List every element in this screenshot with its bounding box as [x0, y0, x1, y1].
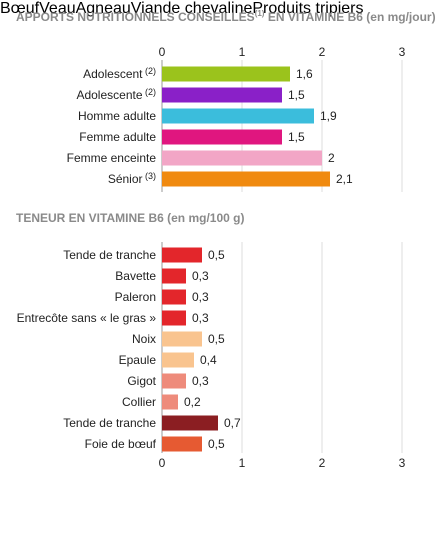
chart2-category-label: Tende de tranche — [63, 248, 156, 262]
chart1-category-label: Sénior (3) — [108, 171, 156, 186]
chart2-bar — [162, 436, 202, 452]
chart1-tick-label: 1 — [239, 45, 246, 59]
chart2-value-label: 0,5 — [208, 437, 225, 451]
chart2-category-label: Gigot — [127, 374, 156, 388]
chart1-value-label: 1,9 — [320, 109, 337, 123]
chart2-bar — [162, 352, 194, 368]
legend-label: Produits tripiers — [252, 0, 364, 17]
chart2-bar — [162, 415, 218, 431]
chart1-value-label: 1,5 — [288, 88, 305, 102]
chart1-category-note: (2) — [143, 66, 157, 76]
chart2-category-label: Tende de tranche — [63, 416, 156, 430]
chart2-value-label: 0,4 — [200, 353, 217, 367]
chart2-category-label: Noix — [132, 332, 156, 346]
chart2-bar — [162, 310, 186, 326]
chart1-bar — [162, 129, 282, 145]
chart2-category-label: Bavette — [115, 269, 156, 283]
chart2-bar — [162, 247, 202, 263]
chart1-title-suffix: EN VITAMINE B6 (en mg/jour) — [267, 10, 436, 24]
chart2-value-label: 0,7 — [224, 416, 241, 430]
chart2-category-label: Foie de bœuf — [85, 437, 157, 451]
chart1-value-label: 1,5 — [288, 130, 305, 144]
chart2-bar — [162, 289, 186, 305]
chart2-category-label: Paleron — [115, 290, 156, 304]
chart2-bar — [162, 268, 186, 284]
chart2-category-label: Entrecôte sans « le gras » — [17, 311, 157, 325]
chart2-category-label: Epaule — [119, 353, 157, 367]
chart1-tick-label: 2 — [319, 45, 326, 59]
chart1-tick-label: 0 — [159, 45, 166, 59]
chart1-title-text: APPORTS NUTRITIONNELS CONSEILLÉS — [16, 10, 255, 24]
chart2-bar — [162, 331, 202, 347]
chart1-category-note: (3) — [143, 171, 157, 181]
chart2-value-label: 0,3 — [192, 290, 209, 304]
chart1-category-label: Adolescent (2) — [83, 66, 156, 81]
chart2-value-label: 0,5 — [208, 332, 225, 346]
chart2-title: TENEUR EN VITAMINE B6 (en mg/100 g) — [16, 211, 245, 225]
chart1-bar — [162, 171, 330, 187]
chart1-value-label: 2 — [328, 151, 335, 165]
chart1-bar — [162, 108, 314, 124]
chart1-tick-label: 3 — [399, 45, 406, 59]
chart2-tick-label: 3 — [399, 456, 406, 470]
chart2-tick-label: 0 — [159, 456, 166, 470]
chart1-bar — [162, 150, 322, 166]
chart1-category-note: (2) — [143, 87, 157, 97]
chart1-title: APPORTS NUTRITIONNELS CONSEILLÉS(1) EN V… — [16, 9, 436, 24]
legend-label: Bœuf — [0, 0, 40, 17]
chart1-value-label: 2,1 — [336, 172, 353, 186]
legend-label: Agneau — [75, 0, 131, 17]
chart2-tick-label: 2 — [319, 456, 326, 470]
legend-label: Veau — [39, 0, 76, 17]
chart1-title-note: (1) — [254, 9, 265, 18]
chart2-tick-label: 1 — [239, 456, 246, 470]
chart1-category-label: Adolescente (2) — [76, 87, 156, 102]
chart2-value-label: 0,3 — [192, 374, 209, 388]
chart1-category-label: Femme adulte — [79, 130, 156, 144]
legend-label: Viande chevaline — [130, 0, 253, 17]
chart1-value-label: 1,6 — [296, 67, 313, 81]
chart1-category-label: Femme enceinte — [67, 151, 157, 165]
chart2-bar — [162, 373, 186, 389]
chart2-category-label: Collier — [122, 395, 156, 409]
chart2-value-label: 0,3 — [192, 269, 209, 283]
chart1-bar — [162, 87, 282, 103]
chart1-category-label: Homme adulte — [78, 109, 156, 123]
chart2-value-label: 0,3 — [192, 311, 209, 325]
chart2-bar — [162, 394, 178, 410]
chart2-value-label: 0,2 — [184, 395, 201, 409]
chart2-value-label: 0,5 — [208, 248, 225, 262]
chart1-bar — [162, 66, 290, 82]
